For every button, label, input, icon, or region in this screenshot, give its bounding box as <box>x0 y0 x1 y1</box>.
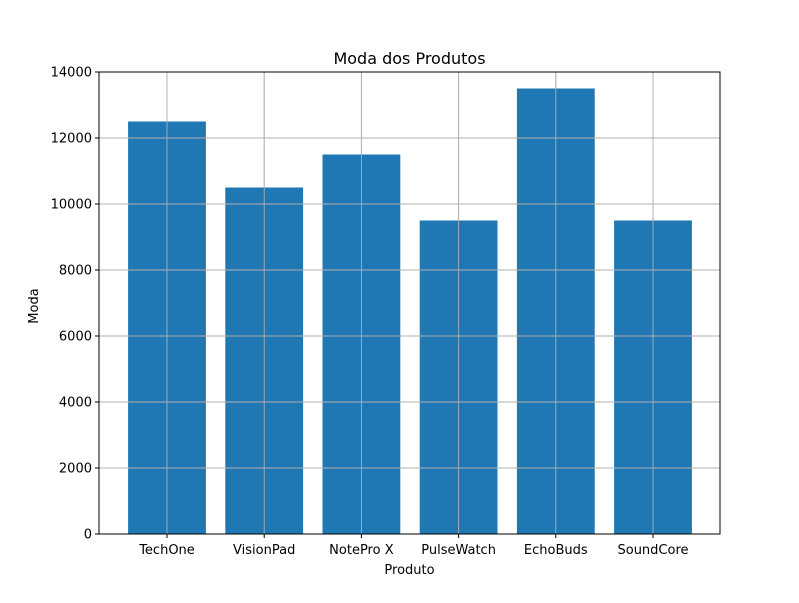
x-axis-label: Produto <box>384 563 434 578</box>
y-tick-label: 6000 <box>59 330 92 345</box>
plot-frame <box>98 71 721 535</box>
x-tick-label: EchoBuds <box>524 543 588 558</box>
axes-layer <box>98 71 721 535</box>
x-tick-label: TechOne <box>138 543 195 558</box>
y-tick-label: 0 <box>84 528 92 543</box>
x-tick-label: PulseWatch <box>421 543 496 558</box>
y-tick-label: 4000 <box>59 396 92 411</box>
bars-layer <box>99 71 720 535</box>
x-tick-label: NotePro X <box>329 543 394 558</box>
x-tick-label: SoundCore <box>617 543 688 558</box>
y-tick-label: 8000 <box>59 264 92 279</box>
y-axis-label: Moda <box>27 288 42 323</box>
y-tick-label: 12000 <box>51 132 92 147</box>
x-tick-label: VisionPad <box>233 543 295 558</box>
y-tick-label: 10000 <box>51 198 92 213</box>
y-tick-label: 2000 <box>59 462 92 477</box>
chart-title: Moda dos Produtos <box>333 49 485 68</box>
y-tick-label: 14000 <box>51 66 92 81</box>
ticks-layer: 0 2000 4000 6000 8000 10000 12000 14000 TechOne V… <box>51 66 689 559</box>
